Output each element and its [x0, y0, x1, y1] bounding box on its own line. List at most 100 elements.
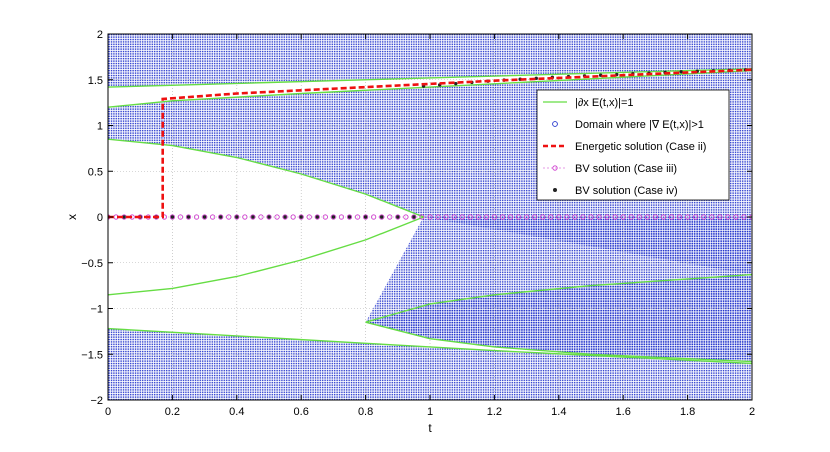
bv-iv-point — [331, 215, 336, 219]
bv-iii-point — [475, 214, 481, 220]
bv-iii-point — [435, 214, 441, 220]
y-axis-label: x — [65, 214, 79, 220]
bv-iii-point — [193, 214, 200, 220]
bv-iii-point — [169, 214, 175, 220]
bv-iii-point — [693, 214, 699, 220]
boundary-curve-lower-inner-bottom — [365, 321, 752, 363]
bv-iii-point — [443, 214, 449, 220]
bv-iv-point — [283, 215, 287, 219]
bv-iii-point — [290, 214, 296, 220]
boundary-curve-upper-bottom — [108, 69, 752, 108]
y-tick-label: −0.5 — [81, 258, 103, 270]
bv-iii-point — [242, 214, 248, 220]
bv-iv-point — [235, 215, 239, 219]
y-tick-label: 1.5 — [88, 75, 103, 87]
legend: |∂x E(t,x)|=1 Domain where |∇ E(t,x)|>1 En… — [536, 89, 730, 201]
x-tick-label: 1.2 — [487, 406, 502, 418]
bv-iii-point — [540, 214, 546, 220]
bv-iv-point — [267, 215, 271, 219]
bv-iii-point — [306, 214, 312, 220]
bv-iii-point — [322, 214, 328, 220]
domain-region-lower-lobe-top — [365, 274, 752, 362]
bv-iii-point — [411, 214, 417, 220]
bv-iii-point — [733, 214, 739, 220]
bv-iii-point — [258, 214, 264, 220]
bv-iii-point — [298, 214, 304, 220]
bv-iii-point — [419, 214, 425, 220]
bv-iii-point — [628, 214, 634, 220]
x-tick-label: 0.4 — [229, 406, 244, 418]
bv-iii-point — [483, 214, 489, 220]
y-tick-label: 2 — [97, 29, 103, 41]
bv-iii-point — [532, 214, 538, 220]
boundary-curve-upper-top — [108, 68, 752, 88]
bv-iii-point — [548, 214, 554, 220]
bv-iii-point — [676, 214, 683, 220]
bv-iii-point — [218, 214, 224, 220]
bv-iii-point — [185, 214, 192, 220]
bv-iii-point — [371, 214, 377, 220]
bv-iii-point — [604, 214, 610, 220]
y-tick-label: 0 — [97, 212, 103, 224]
bv-iii-point — [330, 214, 336, 220]
bv-iii-point — [459, 214, 465, 220]
bv-iv-point — [202, 215, 207, 219]
bv-iv-point — [299, 215, 303, 219]
bv-iii-point — [596, 214, 602, 220]
x-tick-label: 0.2 — [165, 406, 180, 418]
bv-iv-point — [251, 215, 255, 219]
legend-label: BV solution (Case iv) — [575, 185, 678, 197]
bv-iv-point — [122, 215, 126, 219]
bv-iv-point — [363, 215, 368, 219]
bv-iii-point — [387, 214, 393, 220]
bv-iii-point — [499, 214, 506, 220]
bv-iv-point — [170, 215, 175, 219]
y-tick-label: −2 — [90, 395, 103, 407]
bv-iii-point — [684, 214, 691, 220]
bv-iii-point — [507, 214, 514, 220]
bv-iv-point — [380, 215, 384, 219]
bv-iv-point — [396, 215, 400, 219]
bv-iii-point — [572, 214, 578, 220]
bv-iii-point — [580, 214, 586, 220]
energetic-solution-line — [108, 68, 752, 219]
bv-iii-point — [515, 214, 522, 220]
legend-label: Energetic solution (Case ii) — [575, 141, 706, 153]
bv-iii-point — [644, 214, 650, 220]
x-tick-label: 2 — [749, 406, 755, 418]
bv-iii-point — [660, 214, 667, 220]
bv-iv-point — [315, 215, 319, 219]
bv-iii-point — [701, 214, 707, 220]
domain-region-top — [108, 34, 752, 88]
x-axis-label: t — [428, 421, 432, 435]
bv-iii-point — [177, 214, 184, 220]
legend-swatch-bv-iii — [552, 165, 558, 171]
bv-iii-point — [467, 214, 473, 220]
x-tick-label: 1.8 — [680, 406, 695, 418]
y-tick-label: −1.5 — [81, 349, 103, 361]
x-tick-label: 1.6 — [616, 406, 631, 418]
bv-iii-point — [556, 214, 562, 220]
bv-iii-point — [709, 214, 715, 220]
bv-iii-point — [717, 214, 723, 220]
bv-iii-point — [668, 214, 675, 220]
bv-iii-point — [636, 214, 642, 220]
legend-swatch-bv-iv — [553, 188, 557, 192]
boundary-curve-lower-outer — [108, 327, 752, 365]
bv-iii-point — [282, 214, 288, 220]
bv-iii-point — [226, 214, 232, 220]
y-tick-label: 0.5 — [88, 166, 103, 178]
bv-iii-point — [346, 214, 353, 220]
bv-iii-point — [395, 214, 401, 220]
bv-iii-point — [403, 214, 409, 220]
y-tick-label: −1 — [90, 304, 103, 316]
bv-iv-point — [186, 215, 191, 219]
bv-iv-point — [347, 215, 352, 219]
bv-iii-point — [266, 214, 272, 220]
y-tick-label: 1 — [97, 121, 103, 133]
bv-iii-point — [725, 214, 731, 220]
bv-iii-point — [741, 214, 747, 220]
bv-iii-point — [427, 214, 433, 220]
bv-iii-point — [451, 214, 457, 220]
